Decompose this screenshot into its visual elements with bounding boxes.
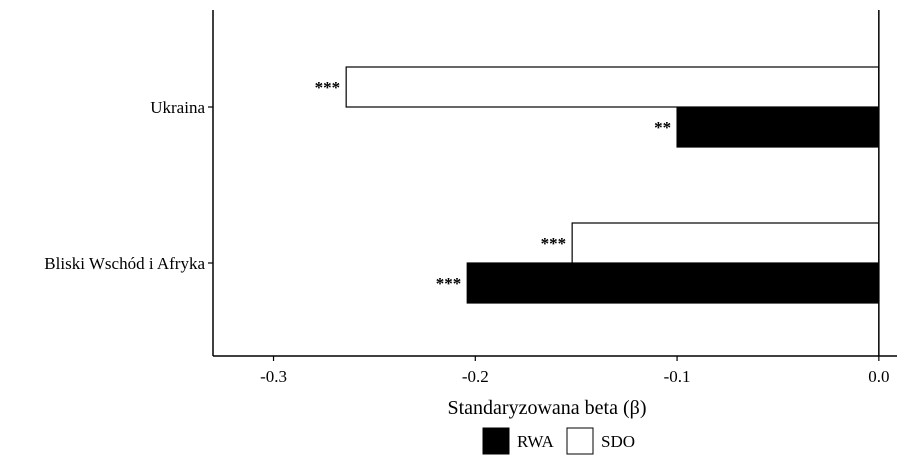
legend-label-sdo: SDO — [601, 432, 635, 451]
x-tick-label: -0.2 — [462, 367, 489, 386]
significance-rwa-2: *** — [436, 274, 462, 293]
bars-layer — [345, 66, 880, 304]
x-tick-label: -0.3 — [260, 367, 287, 386]
legend-key-sdo — [566, 427, 594, 455]
x-tick-label: 0.0 — [868, 367, 889, 386]
bar-rwa-1 — [676, 106, 880, 148]
x-tick-label: -0.1 — [664, 367, 691, 386]
axes-layer: -0.3 -0.2 -0.1 0.0 Ukraina Bliski Wschód i Af… — [44, 10, 897, 386]
bar-sdo-1 — [345, 66, 880, 108]
category-label-2: Bliski Wschód i Afryka — [44, 254, 205, 273]
legend-key-rwa — [482, 427, 510, 455]
bar-sdo-2 — [571, 222, 880, 264]
significance-rwa-1: ** — [654, 118, 671, 137]
legend-label-rwa: RWA — [517, 432, 555, 451]
bar-rwa-2 — [466, 262, 880, 304]
significance-sdo-1: *** — [315, 78, 341, 97]
significance-labels: *********** — [315, 78, 671, 293]
category-label-1: Ukraina — [150, 98, 205, 117]
significance-sdo-2: *** — [541, 234, 567, 253]
x-axis-title: Standaryzowana beta (β) — [448, 397, 647, 419]
legend: RWA SDO — [482, 427, 635, 455]
